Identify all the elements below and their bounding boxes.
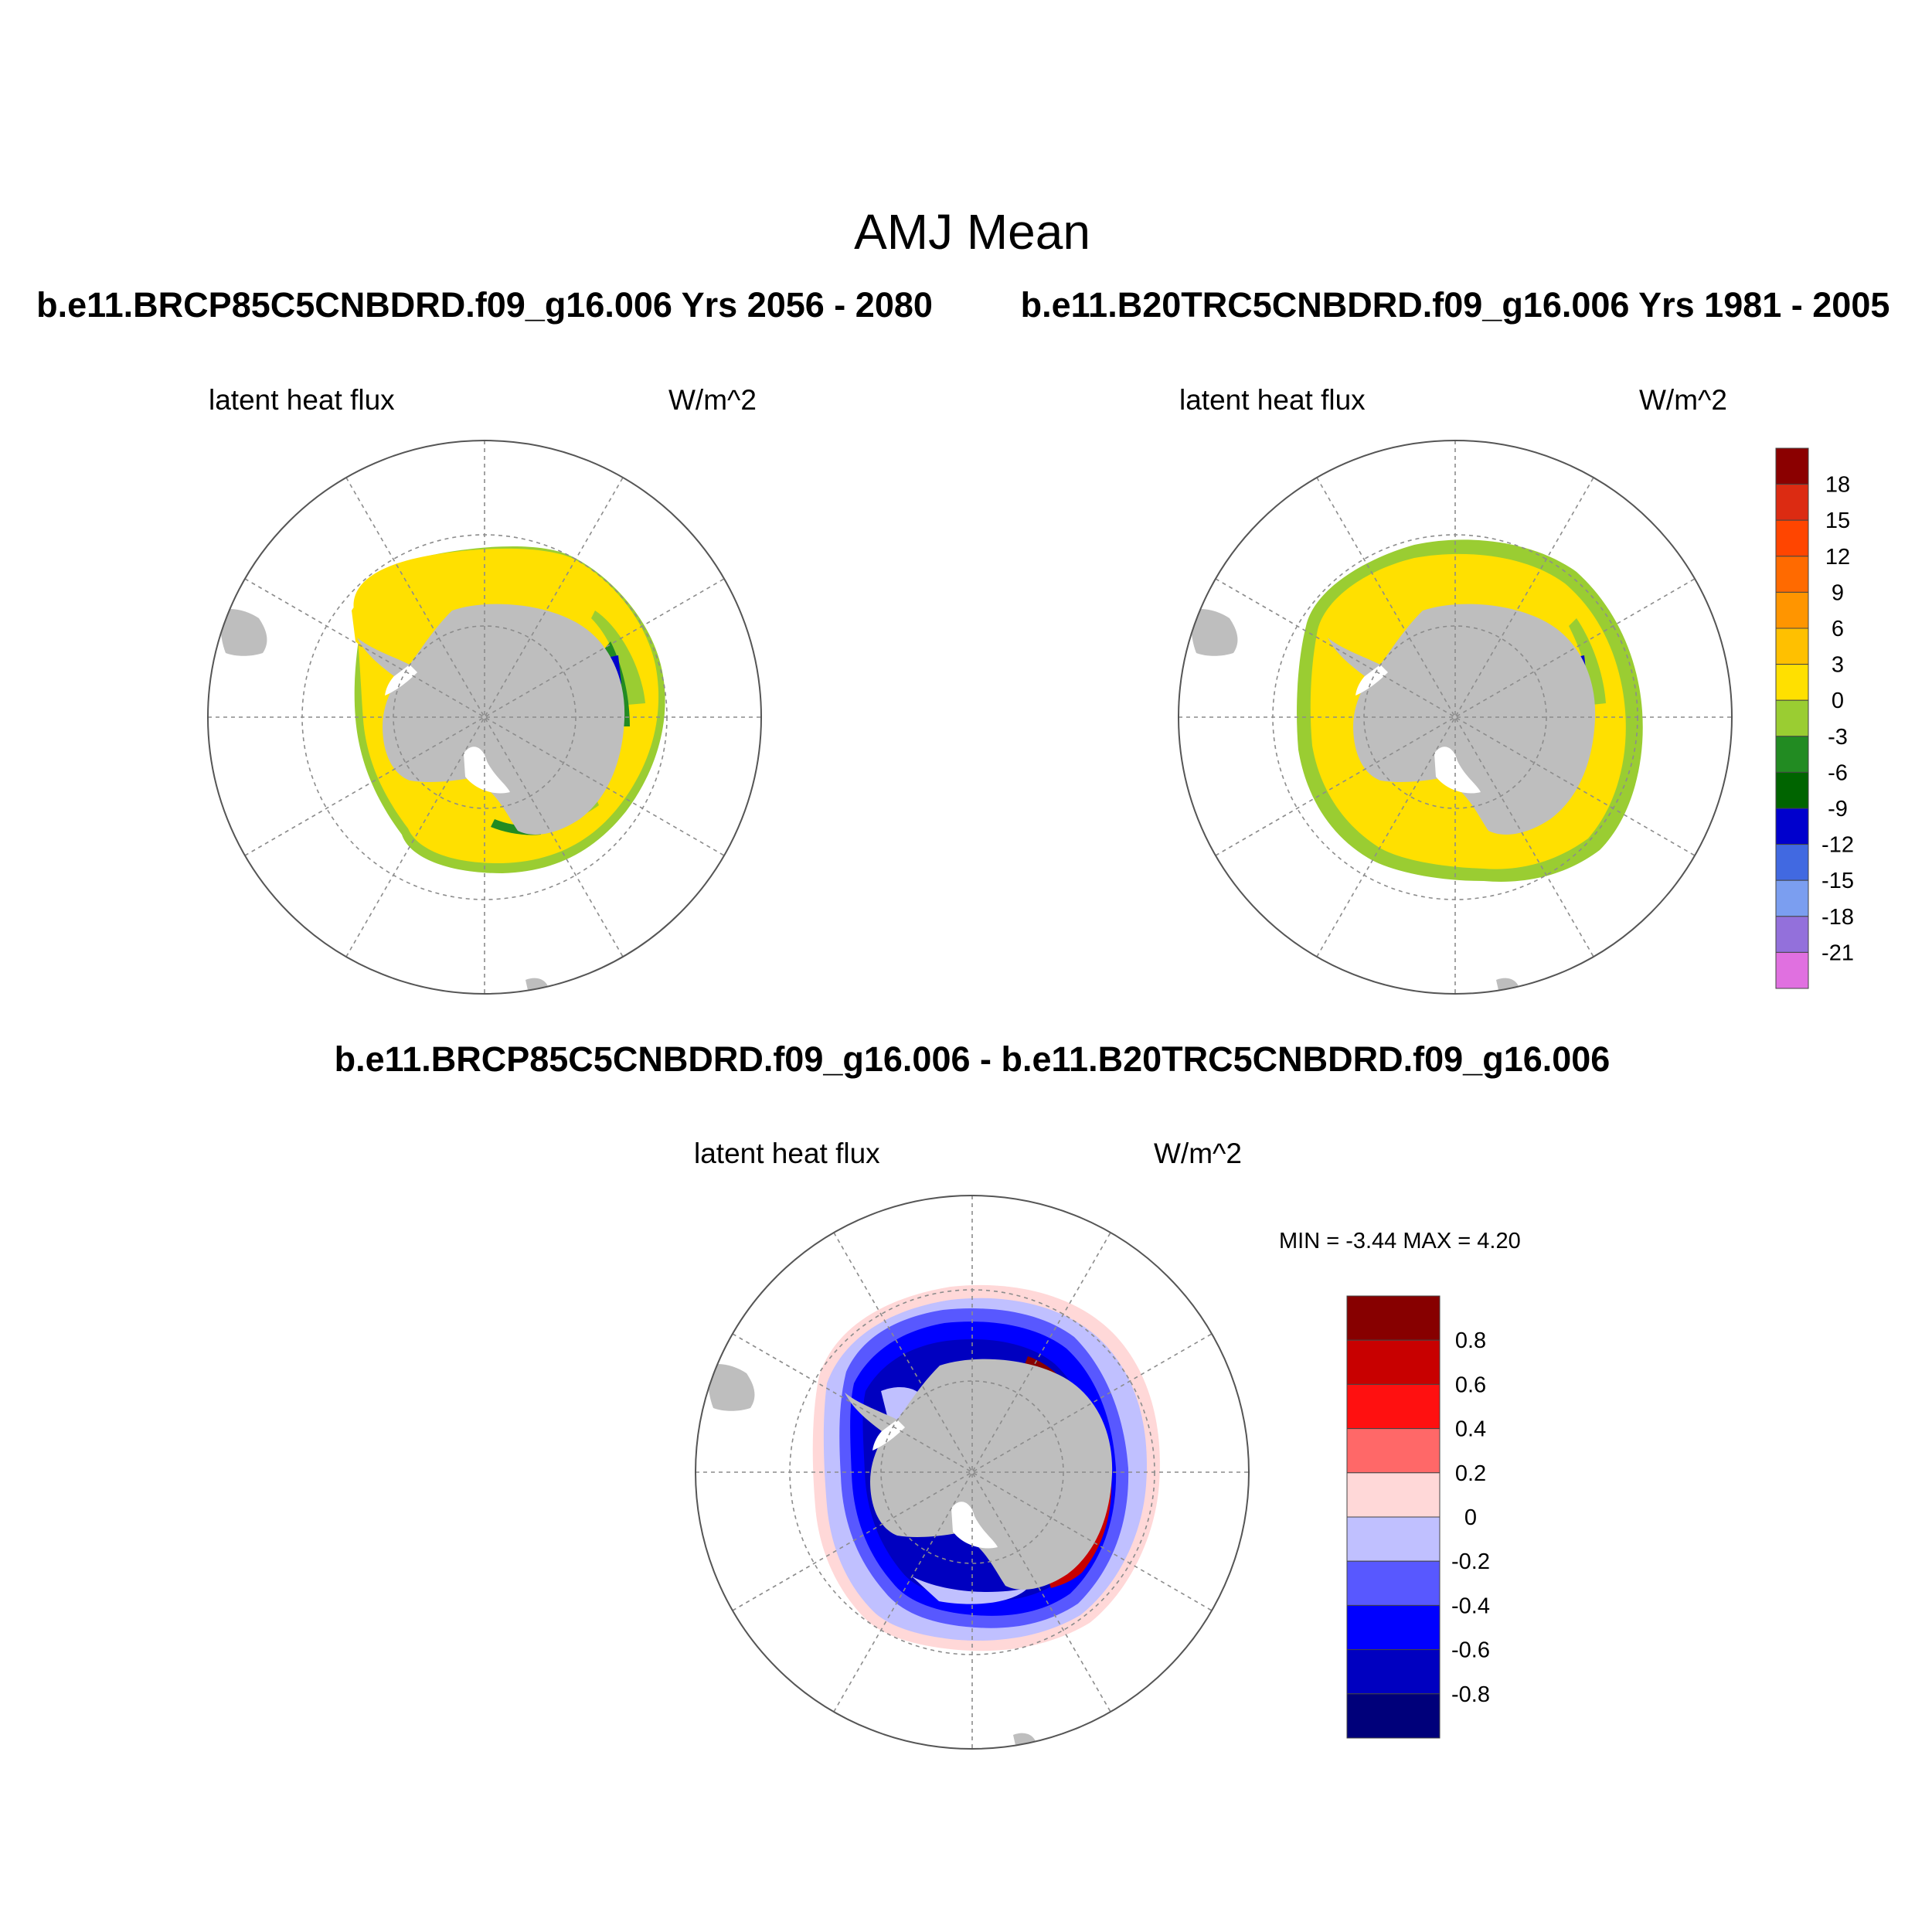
antarctic-peninsula [1328,638,1380,676]
colorbar-absolute-swatch [1775,447,1809,485]
south-america-tip [219,609,267,656]
colorbar-difference: 0.8 0.6 0.4 0.2 0 -0.2 -0.4 -0.6 -0.8 [1346,1295,1490,1739]
colorbar-absolute-tick-label: 15 [1825,509,1850,533]
colorbar-difference-swatch [1346,1560,1440,1606]
colorbar-difference-swatch [1346,1383,1440,1430]
colorbar-absolute-swatch [1775,699,1809,737]
case-title-top-left: b.e11.BRCP85C5CNBDRD.f09_g16.006 Yrs 205… [36,285,933,325]
ice-shelf-ross [464,747,510,794]
colorbar-absolute-tick-label: 3 [1832,653,1844,678]
south-america-tip [1190,609,1238,656]
colorbar-absolute-swatch [1775,879,1809,917]
graticule [1179,440,1732,994]
units-label-top-left: W/m^2 [668,384,757,416]
colorbar-absolute: 18 15 12 9 6 3 0 -3 -6 -9 -12 -15 -18 -21 [1775,447,1854,989]
colorbar-absolute-swatch [1775,556,1809,593]
colorbar-absolute-tick-label: -9 [1828,797,1848,821]
variable-label-top-right: latent heat flux [1179,384,1366,416]
variable-label-bottom: latent heat flux [694,1138,880,1169]
colorbar-absolute-swatch [1775,484,1809,521]
map-bottom [695,1195,1250,1750]
map-top-left [207,440,762,995]
case-title-top-right: b.e11.B20TRC5CNBDRD.f09_g16.006 Yrs 1981… [1021,285,1890,325]
colorbar-difference-swatch [1346,1649,1440,1695]
antarctica-landmass [1353,604,1596,835]
colorbar-difference-swatch [1346,1604,1440,1651]
colorbar-absolute-tick-label: -12 [1821,833,1854,858]
variable-label-top-left: latent heat flux [209,384,395,416]
colorbar-absolute-swatch [1775,628,1809,665]
south-america-tip [707,1364,755,1411]
colorbar-absolute-swatch [1775,844,1809,881]
colorbar-difference-swatch [1346,1516,1440,1562]
colorbar-absolute-swatch [1775,951,1809,989]
case-title-bottom: b.e11.BRCP85C5CNBDRD.f09_g16.006 - b.e11… [335,1039,1611,1079]
colorbar-difference-swatch [1346,1428,1440,1474]
colorbar-absolute-tick-label: -21 [1821,940,1854,965]
ice-shelf-weddell [385,665,417,696]
units-label-top-right: W/m^2 [1639,384,1727,416]
ice-shelf-weddell [1355,665,1388,696]
colorbar-difference-tick-label: -0.2 [1451,1549,1490,1574]
colorbar-absolute-tick-label: 12 [1825,545,1850,570]
colorbar-absolute-swatch [1775,591,1809,629]
antarctic-peninsula [357,638,410,676]
colorbar-absolute-tick-label: 9 [1832,580,1844,605]
antarctica-landmass [870,1359,1113,1590]
map-top-right [1178,440,1733,995]
colorbar-difference-tick-label: -0.6 [1451,1638,1490,1663]
colorbar-difference-swatch [1346,1339,1440,1385]
colorbar-absolute-swatch [1775,664,1809,701]
colorbar-absolute-tick-label: -6 [1828,760,1848,785]
min-max-label: MIN = -3.44 MAX = 4.20 [1279,1229,1521,1253]
colorbar-difference-tick-label: -0.8 [1451,1682,1490,1707]
map-frame [1178,440,1733,995]
colorbar-difference-swatch [1346,1472,1440,1518]
units-label-bottom: W/m^2 [1154,1138,1242,1169]
graticule [208,440,761,994]
colorbar-difference-tick-label: -0.4 [1451,1594,1490,1618]
colorbar-absolute-tick-label: 18 [1825,473,1850,498]
colorbar-absolute-swatch [1775,519,1809,557]
colorbar-absolute-tick-label: 0 [1832,689,1844,713]
colorbar-absolute-swatch [1775,736,1809,773]
colorbar-absolute-tick-label: -15 [1821,869,1854,893]
colorbar-absolute-swatch [1775,771,1809,809]
ice-shelf-ross [1434,747,1481,794]
colorbar-absolute-swatch [1775,916,1809,953]
ice-shelf-ross [951,1502,998,1549]
antarctica-landmass [383,604,625,835]
colorbar-difference-tick-label: 0.6 [1455,1372,1486,1397]
colorbar-absolute-swatch [1775,808,1809,845]
colorbar-absolute-tick-label: -3 [1828,725,1848,750]
ice-shelf-weddell [872,1420,905,1451]
graticule [696,1196,1249,1749]
colorbar-difference-tick-label: 0.2 [1455,1461,1486,1486]
colorbar-difference-tick-label: 0 [1464,1505,1477,1530]
antarctic-peninsula [845,1393,897,1431]
map-frame [207,440,762,995]
colorbar-absolute-tick-label: 6 [1832,617,1844,641]
main-title: AMJ Mean [854,204,1090,260]
colorbar-difference-swatch [1346,1693,1440,1739]
colorbar-absolute-tick-label: -18 [1821,905,1854,930]
colorbar-difference-tick-label: 0.8 [1455,1328,1486,1353]
colorbar-difference-tick-label: 0.4 [1455,1417,1486,1442]
colorbar-difference-swatch [1346,1295,1440,1341]
map-frame [695,1195,1250,1750]
